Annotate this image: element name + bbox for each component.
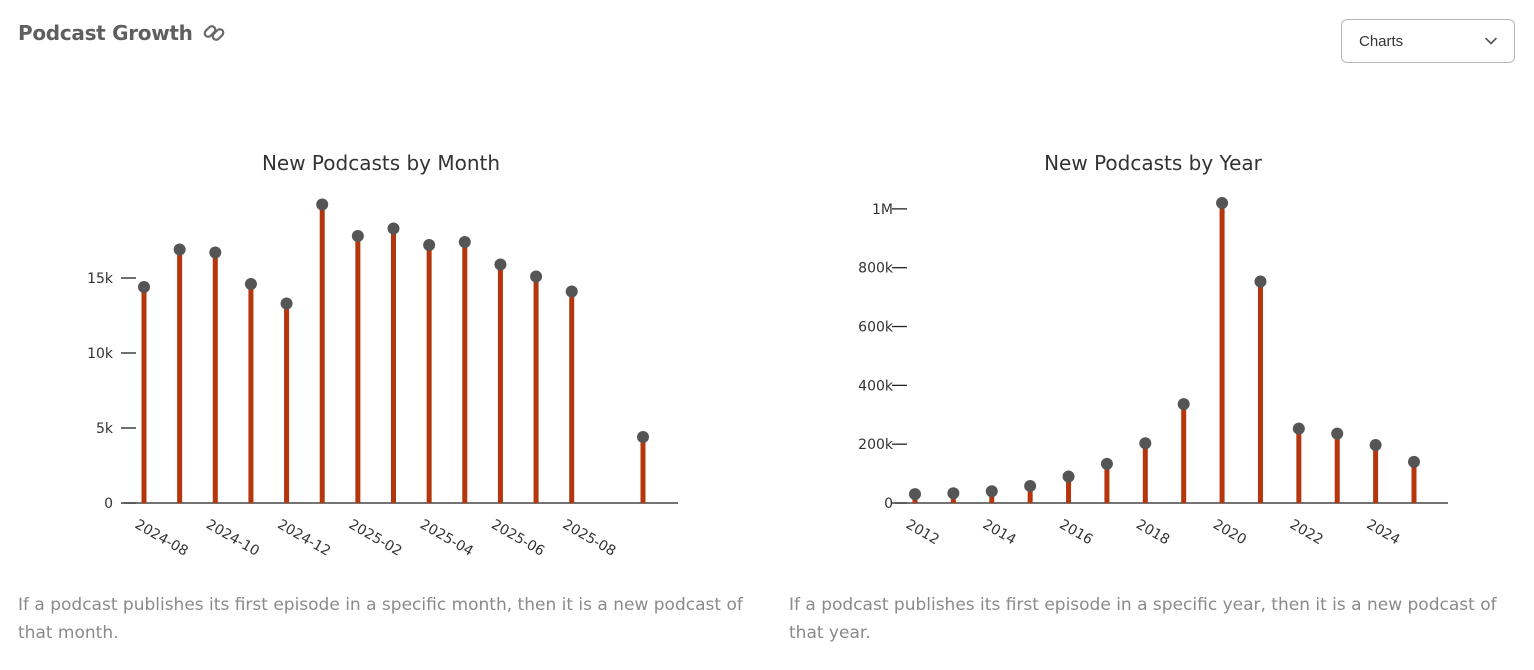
data-point xyxy=(351,230,364,242)
data-point xyxy=(637,431,649,443)
chart-by-year: New Podcasts by Year 0 200k 400k 600k 800k 1M 2… xyxy=(830,130,1510,580)
chart-title: New Podcasts by Year xyxy=(1044,151,1263,175)
x-tick-label: 2014 xyxy=(980,517,1019,549)
data-point xyxy=(209,246,222,259)
data-point xyxy=(1062,470,1075,483)
y-tick-label: 10k xyxy=(87,346,114,362)
y-tick-label: 800k xyxy=(858,261,894,277)
data-point xyxy=(1216,197,1229,209)
data-point xyxy=(458,236,471,248)
x-tick-label: 2024-08 xyxy=(132,517,191,560)
data-point xyxy=(1369,439,1382,452)
chart-by-month-svg: New Podcasts by Month 0 5k 10k 15k 2024-08 202… xyxy=(87,151,678,560)
data-point xyxy=(947,487,960,500)
y-tick-label: 5k xyxy=(96,421,114,437)
data-point xyxy=(423,239,436,251)
data-point xyxy=(494,258,507,271)
x-tick-label: 2024 xyxy=(1364,517,1403,549)
dropdown-value: Charts xyxy=(1359,32,1404,50)
data-point xyxy=(1100,457,1113,470)
x-tick-label: 2024-12 xyxy=(275,517,334,560)
caption-by-year: If a podcast publishes its first episode… xyxy=(789,595,1497,643)
chart-view-dropdown[interactable]: Charts xyxy=(1341,19,1515,63)
chart-title: New Podcasts by Month xyxy=(262,151,500,175)
data-point xyxy=(1177,398,1190,411)
data-point xyxy=(1254,275,1267,288)
link-icon[interactable] xyxy=(201,20,227,46)
chevron-down-icon xyxy=(1484,34,1498,48)
y-tick-label: 0 xyxy=(104,496,113,512)
x-tick-label: 2025-06 xyxy=(488,517,547,560)
y-tick-label: 1M xyxy=(872,202,893,218)
y-tick-label: 400k xyxy=(858,378,894,394)
data-point xyxy=(316,198,329,211)
x-tick-label: 2018 xyxy=(1133,517,1172,549)
x-tick-label: 2020 xyxy=(1210,517,1249,549)
y-tick-label: 0 xyxy=(884,496,893,512)
data-point xyxy=(173,243,186,256)
data-point xyxy=(1408,455,1420,468)
data-point xyxy=(387,222,400,235)
data-point xyxy=(530,270,543,283)
caption-by-month: If a podcast publishes its first episode… xyxy=(18,595,743,643)
page-header: Podcast Growth xyxy=(18,20,227,46)
chart-by-month: New Podcasts by Month 0 5k 10k 15k 2024-08 202… xyxy=(60,130,740,580)
y-tick-label: 600k xyxy=(858,320,894,336)
y-tick-label: 15k xyxy=(87,271,114,287)
x-tick-label: 2012 xyxy=(903,517,942,549)
data-point xyxy=(909,488,921,501)
x-tick-label: 2025-08 xyxy=(560,517,619,560)
data-point xyxy=(565,285,578,298)
chart-by-year-svg: New Podcasts by Year 0 200k 400k 600k 800k 1M 2… xyxy=(858,151,1448,549)
data-point xyxy=(280,297,293,310)
x-tick-label: 2024-10 xyxy=(203,517,262,560)
data-point xyxy=(1024,479,1037,492)
data-point xyxy=(138,281,150,293)
y-tick-label: 200k xyxy=(858,437,894,453)
data-point xyxy=(1331,427,1344,440)
x-tick-label: 2025-04 xyxy=(417,517,476,560)
x-tick-label: 2025-02 xyxy=(346,517,405,560)
x-tick-label: 2016 xyxy=(1057,517,1096,549)
data-point xyxy=(1292,422,1305,435)
page-title: Podcast Growth xyxy=(18,21,193,45)
data-point xyxy=(1139,437,1152,450)
data-point xyxy=(244,278,257,290)
x-tick-label: 2022 xyxy=(1287,517,1326,549)
data-point xyxy=(985,485,998,498)
